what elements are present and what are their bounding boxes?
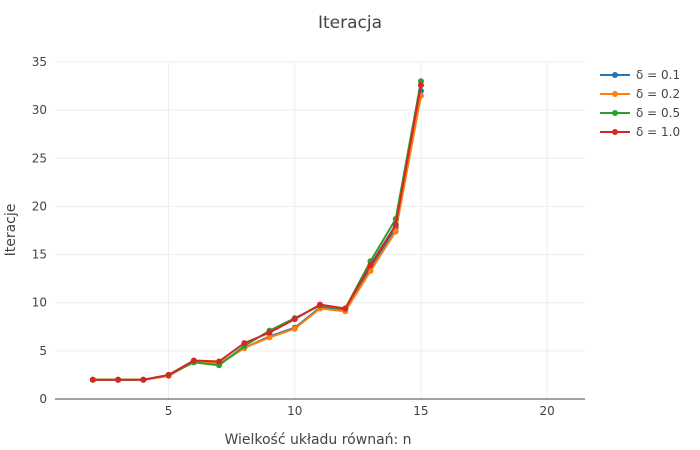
series-line xyxy=(92,81,422,381)
data-point xyxy=(115,376,122,383)
data-point xyxy=(89,376,96,383)
y-axis-title: Iteracje xyxy=(3,204,19,257)
y-tick-label: 35 xyxy=(32,55,47,69)
legend-marker xyxy=(612,72,618,78)
data-point xyxy=(241,340,248,347)
data-point xyxy=(417,82,424,89)
legend: δ = 0.1 δ = 0.2 δ = 0.5 δ = 1.0 xyxy=(600,68,680,139)
x-tick-label: 20 xyxy=(540,404,555,418)
data-point xyxy=(190,357,197,364)
series-4 xyxy=(89,82,424,383)
data-point xyxy=(266,334,273,341)
data-point xyxy=(165,371,172,378)
data-point xyxy=(140,376,147,383)
series-line xyxy=(92,84,422,381)
y-tick-label: 0 xyxy=(39,392,47,406)
data-point xyxy=(392,228,399,235)
y-tick-label: 5 xyxy=(39,344,47,358)
axes: 0 5 10 15 20 25 30 35 5 10 15 20 xyxy=(32,55,585,418)
data-point xyxy=(266,329,273,336)
data-point xyxy=(216,358,223,365)
x-tick-label: 5 xyxy=(165,404,173,418)
x-axis-title: Wielkość układu równań: n xyxy=(224,432,411,448)
legend-marker xyxy=(612,129,618,135)
y-tick-label: 15 xyxy=(32,248,47,262)
y-tick-label: 10 xyxy=(32,296,47,310)
legend-marker xyxy=(612,110,618,116)
legend-label: δ = 0.2 xyxy=(636,87,680,101)
y-tick-label: 30 xyxy=(32,103,47,117)
x-tick-label: 15 xyxy=(413,404,428,418)
data-point xyxy=(342,305,349,312)
legend-item[interactable]: δ = 1.0 xyxy=(600,125,680,139)
legend-label: δ = 0.5 xyxy=(636,106,680,120)
data-point xyxy=(317,301,323,308)
y-tick-label: 20 xyxy=(32,199,47,213)
x-tick-label: 10 xyxy=(287,404,302,418)
data-point xyxy=(291,316,298,323)
legend-label: δ = 0.1 xyxy=(636,68,680,82)
legend-item[interactable]: δ = 0.5 xyxy=(600,106,680,120)
data-point xyxy=(392,221,399,228)
data-point xyxy=(367,262,374,269)
legend-item[interactable]: δ = 0.1 xyxy=(600,68,680,82)
chart-title: Iteracja xyxy=(318,13,382,33)
legend-label: δ = 1.0 xyxy=(636,125,680,139)
grid xyxy=(55,61,585,399)
series-group xyxy=(89,78,424,383)
legend-marker xyxy=(612,91,618,97)
data-point xyxy=(291,325,298,332)
y-tick-label: 25 xyxy=(32,151,47,165)
legend-item[interactable]: δ = 0.2 xyxy=(600,87,680,101)
series-line xyxy=(92,90,422,381)
